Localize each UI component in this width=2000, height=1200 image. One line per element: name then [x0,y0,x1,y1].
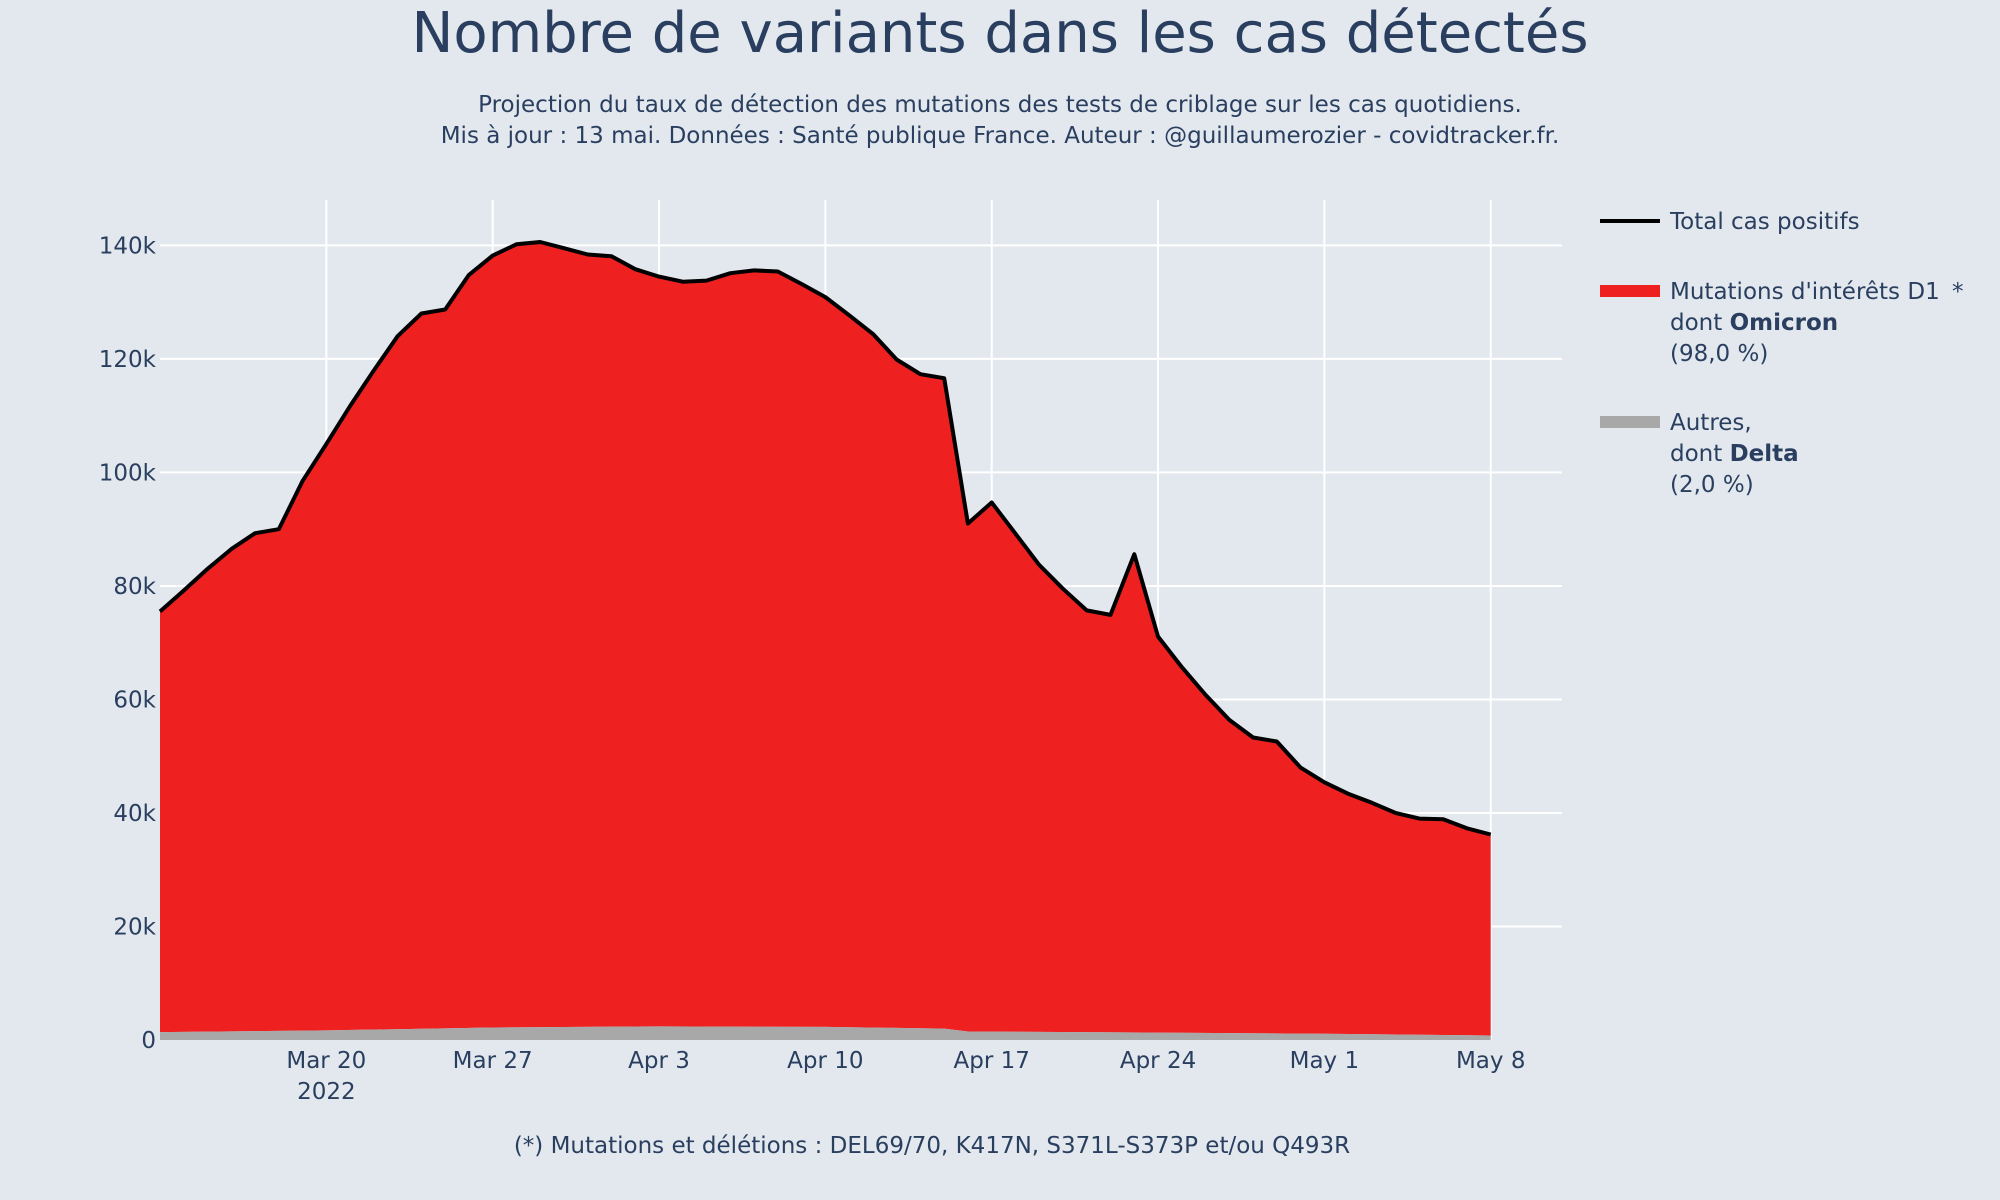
legend-label-segment: Mutations d'intérêts D1 [1670,279,1940,305]
x-tick-label: Mar 27 [453,1048,533,1074]
chart-footnote: (*) Mutations et délétions : DEL69/70, K… [514,1133,1350,1159]
y-tick-label: 20k [113,914,156,940]
legend-item-omicron: Mutations d'intérêts D1 dont Omicron (98,… [1600,279,1964,367]
x-tick-label: Apr 24 [1120,1048,1196,1074]
x-tick-label: Apr 3 [628,1048,690,1074]
legend: Total cas positifs Mutations d'intérêts D… [1600,209,1964,498]
y-tick-label: 40k [113,801,156,827]
legend-label-line: Autres, [1670,410,1752,436]
y-tick-label: 140k [99,233,157,259]
legend-label-line: (2,0 %) [1670,472,1754,498]
total-cases-line [158,240,1492,837]
legend-label-segment: (2,0 %) [1670,472,1754,498]
legend-label-segment: dont [1670,441,1730,467]
chart-subtitle-line-1: Projection du taux de détection des muta… [478,92,1522,118]
x-axis-tick-labels: Mar 20 2022 Mar 27 Apr 3 Apr 10 Apr 17 Apr 24 M… [286,1048,1525,1105]
y-tick-label: 80k [113,574,156,600]
y-tick-label: 0 [141,1028,156,1054]
y-tick-label: 60k [113,687,156,713]
legend-label-line: dont Omicron [1670,310,1838,336]
y-tick-label: 120k [99,347,157,373]
legend-item-total: Total cas positifs [1600,209,1860,235]
area-series [158,240,1492,1040]
x-tick-label: Apr 17 [954,1048,1030,1074]
legend-label-line: dont Delta [1670,441,1799,467]
x-tick-label: May 8 [1456,1048,1526,1074]
legend-label-segment: Autres, [1670,410,1752,436]
x-tick-label: Apr 10 [787,1048,863,1074]
x-tick-label: Mar 20 [286,1048,366,1074]
chart-title: Nombre de variants dans les cas détectés [411,1,1588,66]
omicron-area [160,242,1491,1036]
legend-item-autres: Autres, dont Delta (2,0 %) [1600,410,1799,498]
legend-asterisk: * [1952,279,1964,305]
x-tick-label: May 1 [1290,1048,1360,1074]
legend-label-line: Mutations d'intérêts D1 [1670,279,1940,305]
legend-swatch [1600,416,1660,428]
legend-label-segment: Delta [1730,441,1799,467]
chart-subtitle-line-2: Mis à jour : 13 mai. Données : Santé pub… [441,123,1560,149]
legend-label-segment: (98,0 %) [1670,341,1768,367]
autres-area [160,1026,1491,1040]
legend-label-segment: dont [1670,310,1730,336]
legend-label-segment: Omicron [1730,310,1839,336]
legend-label-line: Total cas positifs [1669,209,1860,235]
legend-label-segment: Total cas positifs [1669,209,1860,235]
legend-label-line: (98,0 %) [1670,341,1768,367]
x-tick-year-label: 2022 [297,1079,356,1105]
y-tick-label: 100k [99,460,157,486]
legend-swatch [1600,285,1660,297]
y-axis-tick-labels: 0 20k 40k 60k 80k 100k 120k 140k [99,233,157,1054]
